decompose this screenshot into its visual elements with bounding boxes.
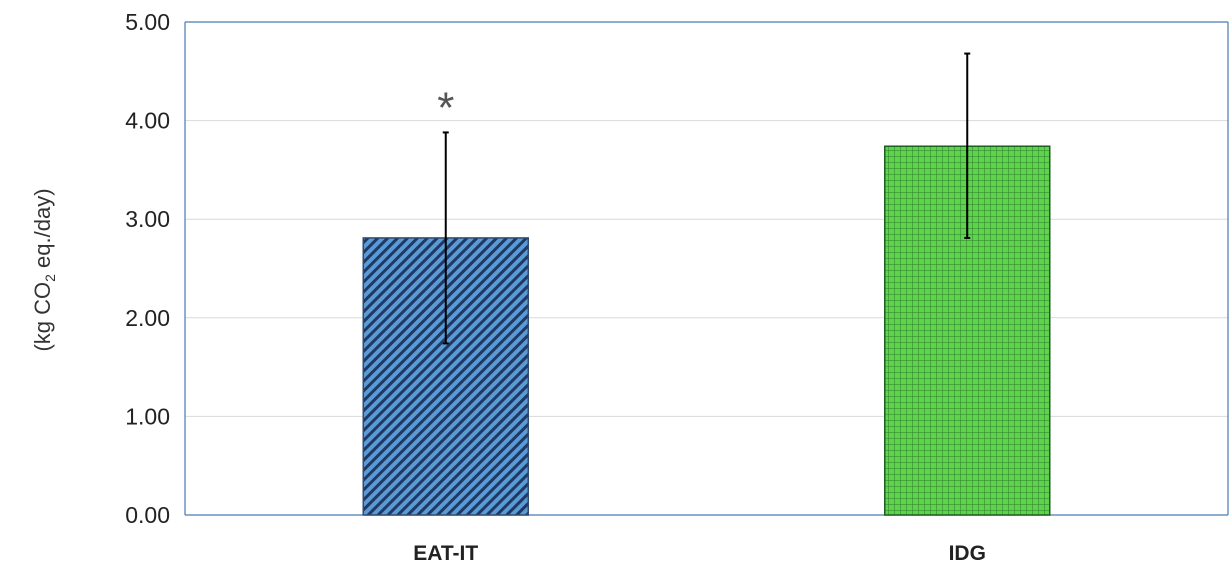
y-tick-label: 4.00 — [125, 108, 170, 134]
x-tick-label: IDG — [949, 542, 986, 565]
y-tick-label: 3.00 — [125, 206, 170, 232]
y-axis-label: (kg CO2 eq./day) — [30, 188, 58, 351]
error-bars — [442, 52, 971, 345]
bars — [362, 145, 1051, 516]
significance-marker: * — [437, 83, 454, 132]
axes — [184, 21, 1229, 516]
gridlines — [185, 21, 1228, 417]
y-axis-label-subscript: 2 — [42, 274, 58, 282]
x-tick-label: EAT-IT — [413, 542, 478, 565]
y-tick-label: 5.00 — [125, 9, 170, 35]
tick-labels: 0.00 1.00 2.00 3.00 4.00 5.00 EAT-IT IDG — [125, 9, 986, 565]
y-tick-label: 2.00 — [125, 305, 170, 331]
y-tick-label: 1.00 — [125, 403, 170, 429]
y-tick-label: 0.00 — [125, 502, 170, 528]
annotations: * — [437, 83, 454, 132]
